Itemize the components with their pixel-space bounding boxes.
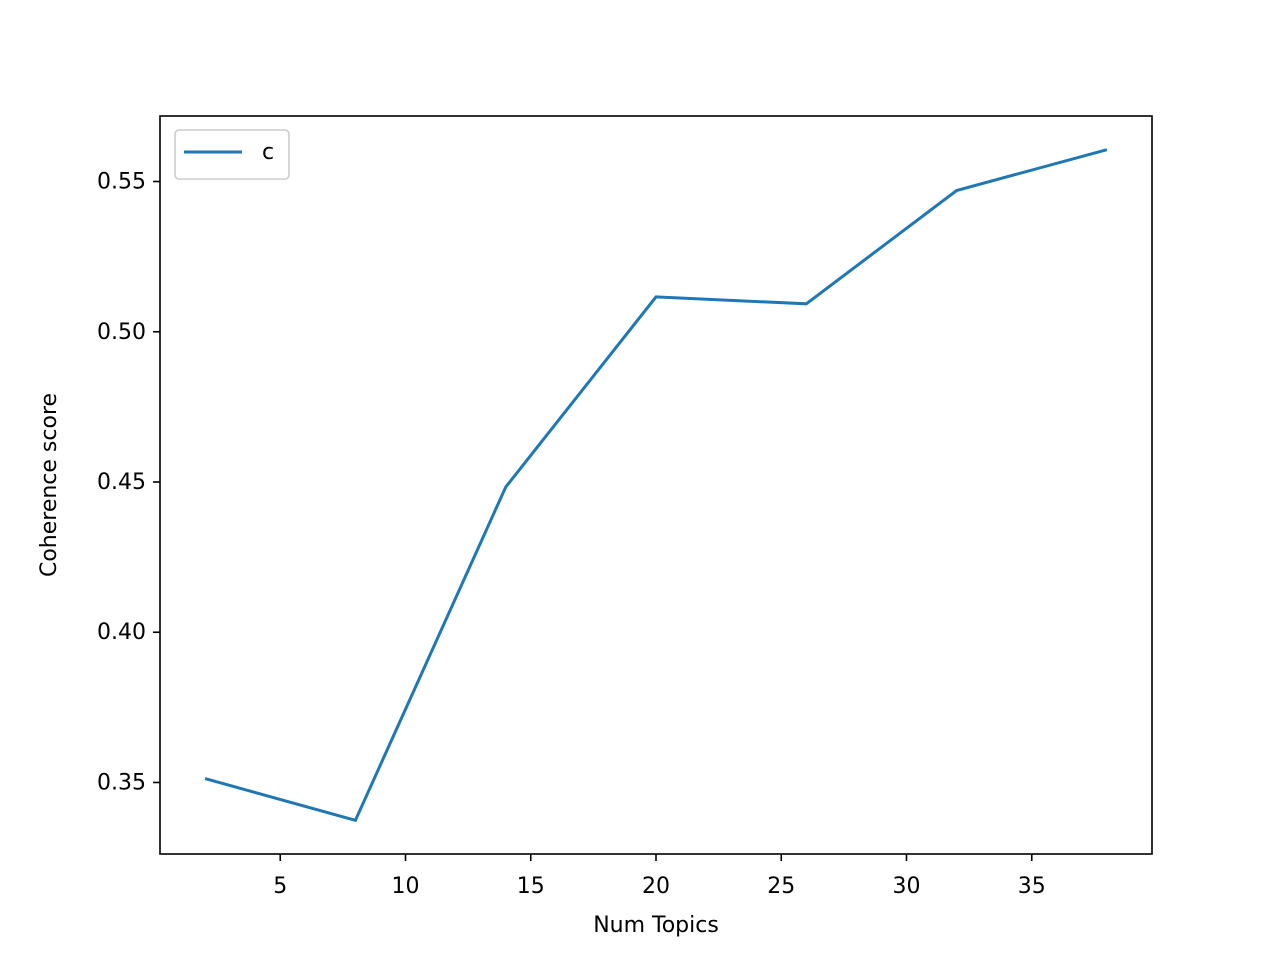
y-tick-label: 0.45 [97,470,146,495]
line-series [204,148,1108,823]
x-axis-label: Num Topics [593,913,719,938]
x-tick-label: 25 [767,874,795,899]
x-tick-label: 30 [893,874,921,899]
x-tick-label: 20 [642,874,670,899]
x-tick-label: 35 [1018,874,1046,899]
x-tick-label: 15 [517,874,545,899]
legend-box [174,129,290,180]
y-axis-label: Coherence score [37,393,62,577]
x-tick-label: 10 [391,874,419,899]
legend-label: c [262,140,274,165]
y-tick-label: 0.50 [97,320,146,345]
y-tick-label: 0.55 [97,170,146,195]
y-tick-label: 0.35 [97,770,146,795]
plot-frame [159,115,1153,855]
x-tick-label: 5 [273,874,287,899]
y-tick-label: 0.40 [97,620,146,645]
